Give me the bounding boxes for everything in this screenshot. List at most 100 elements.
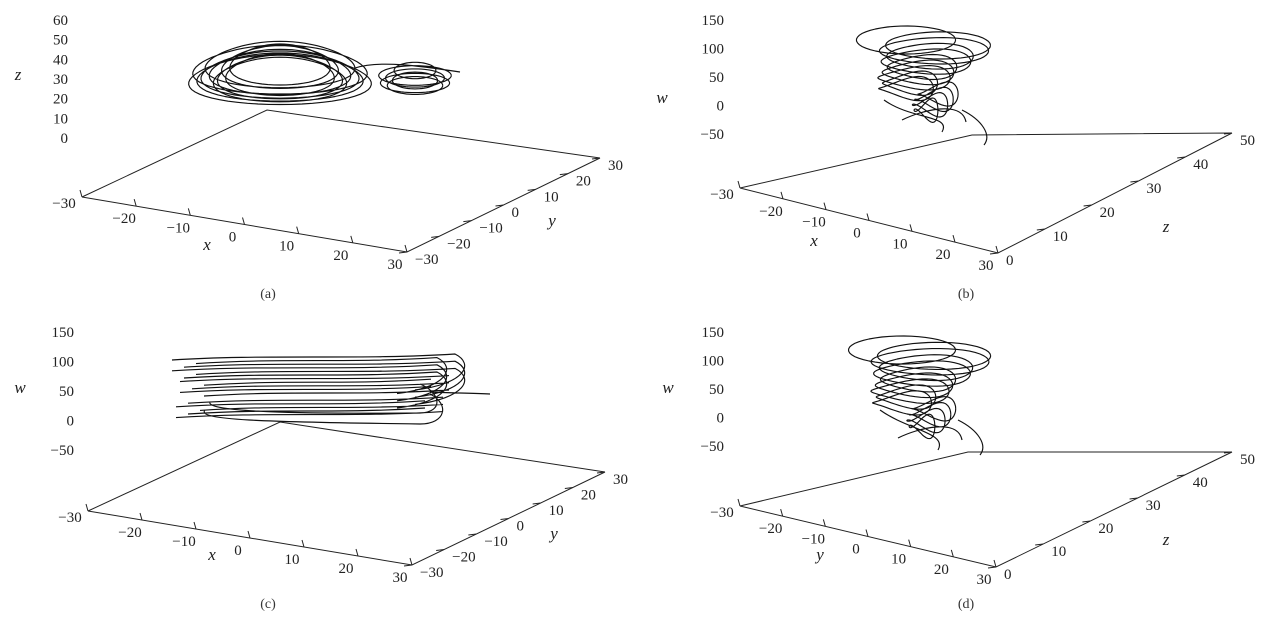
trajectory-line — [848, 335, 992, 456]
y-tick-label: −30 — [415, 252, 438, 268]
y-tick-label: −30 — [420, 565, 443, 581]
y-tick-label: 30 — [608, 158, 623, 174]
y-tick-label: 10 — [1053, 229, 1068, 245]
x-tick-label: −10 — [167, 220, 190, 236]
x-tick-label: −30 — [58, 510, 81, 526]
y-axis-label: z — [1162, 530, 1170, 549]
y-tick-mark — [1035, 543, 1044, 546]
x-tick-mark — [193, 521, 197, 530]
y-tick-label: 10 — [544, 189, 559, 205]
y-tick-mark — [1177, 156, 1186, 159]
x-tick-label: 20 — [934, 562, 949, 578]
y-tick-label: −20 — [447, 236, 470, 252]
panel-caption: (d) — [958, 597, 975, 612]
y-tick-label: 20 — [581, 488, 596, 504]
y-tick-mark — [527, 188, 536, 191]
y-tick-mark — [431, 235, 440, 238]
x-tick-mark — [866, 213, 870, 221]
x-axis-label: y — [814, 545, 824, 564]
z-tick-label: 40 — [53, 52, 68, 68]
x-axis-label: x — [809, 231, 818, 250]
x-tick-mark — [85, 503, 89, 512]
z-tick-label: 60 — [53, 13, 68, 29]
x-tick-label: −20 — [118, 525, 141, 541]
x-tick-mark — [404, 244, 408, 253]
floor-box — [87, 421, 606, 566]
y-tick-label: 50 — [1240, 133, 1255, 149]
y-axis-label: z — [1162, 217, 1170, 236]
y-tick-mark — [436, 549, 445, 551]
y-tick-label: 0 — [512, 205, 520, 221]
x-tick-mark — [296, 226, 300, 234]
x-tick-label: 20 — [339, 561, 354, 577]
z-tick-label: 150 — [702, 325, 725, 341]
x-tick-label: −30 — [710, 505, 733, 521]
y-tick-label: 30 — [1146, 498, 1161, 514]
trajectory-line — [171, 353, 491, 425]
x-tick-label: 30 — [388, 257, 403, 273]
x-tick-label: 30 — [979, 258, 994, 274]
x-tick-label: 10 — [285, 552, 300, 568]
panel-a: −30 −20 −10 0 10 20 30 −30 −20 −10 0 10 20 30 0 10 20 30 4… — [14, 13, 623, 302]
x-tick-label: −20 — [759, 521, 782, 537]
y-tick-mark — [1083, 204, 1092, 207]
z-tick-label: 50 — [59, 384, 74, 400]
trajectory-series — [855, 25, 992, 146]
y-tick-mark — [987, 566, 997, 569]
x-tick-mark — [139, 512, 143, 521]
x-tick-mark — [187, 208, 191, 216]
x-tick-mark — [993, 559, 997, 568]
x-tick-label: 0 — [229, 230, 237, 246]
x-tick-label: 20 — [333, 248, 348, 264]
y-tick-mark — [468, 533, 477, 536]
x-tick-label: 10 — [893, 236, 908, 252]
y-tick-mark — [463, 220, 472, 223]
x-tick-mark — [909, 224, 913, 232]
y-tick-mark — [500, 518, 509, 520]
z-axis-label: w — [14, 378, 26, 397]
y-tick-mark — [1036, 228, 1045, 231]
trajectory-series — [848, 335, 992, 456]
y-tick-label: 0 — [1006, 253, 1014, 269]
panel-c: −30 −20 −10 0 10 20 30 −30 −20 −10 0 10 20 30 −50 0 50 10… — [14, 325, 628, 612]
x-tick-label: −30 — [52, 196, 75, 212]
x-tick-mark — [780, 191, 784, 199]
trajectory-line — [855, 25, 992, 146]
x-tick-mark — [737, 180, 741, 189]
x-tick-label: −10 — [802, 215, 825, 231]
x-tick-mark — [823, 202, 827, 210]
x-tick-mark — [908, 539, 912, 547]
y-tick-label: 50 — [1240, 452, 1255, 468]
z-tick-label: 100 — [52, 355, 75, 371]
z-tick-label: 150 — [52, 325, 75, 341]
z-tick-label: −50 — [51, 443, 74, 459]
x-tick-mark — [995, 245, 999, 254]
y-tick-label: 20 — [1098, 521, 1113, 537]
y-axis-label: y — [548, 524, 558, 543]
z-tick-label: −50 — [701, 127, 724, 143]
x-tick-label: 20 — [936, 247, 951, 263]
y-tick-mark — [596, 471, 606, 474]
y-tick-mark — [495, 204, 504, 207]
z-tick-label: 100 — [702, 354, 725, 370]
y-tick-mark — [591, 157, 601, 160]
y-tick-label: 30 — [613, 472, 628, 488]
y-tick-mark — [1223, 132, 1233, 135]
z-tick-label: 150 — [702, 13, 725, 29]
floor-box — [81, 109, 601, 253]
x-tick-mark — [822, 519, 826, 527]
y-tick-label: 0 — [1004, 567, 1012, 583]
x-tick-mark — [79, 189, 83, 198]
x-tick-mark — [301, 539, 305, 548]
z-tick-label: 0 — [717, 99, 725, 115]
z-axis-label: w — [656, 88, 668, 107]
y-tick-mark — [1130, 180, 1139, 183]
x-tick-mark — [133, 199, 137, 207]
y-tick-mark — [564, 487, 573, 489]
x-tick-label: 0 — [234, 543, 242, 559]
y-tick-mark — [398, 251, 408, 254]
x-tick-mark — [865, 529, 869, 537]
z-axis-label: w — [662, 378, 674, 397]
y-tick-mark — [1176, 474, 1185, 477]
